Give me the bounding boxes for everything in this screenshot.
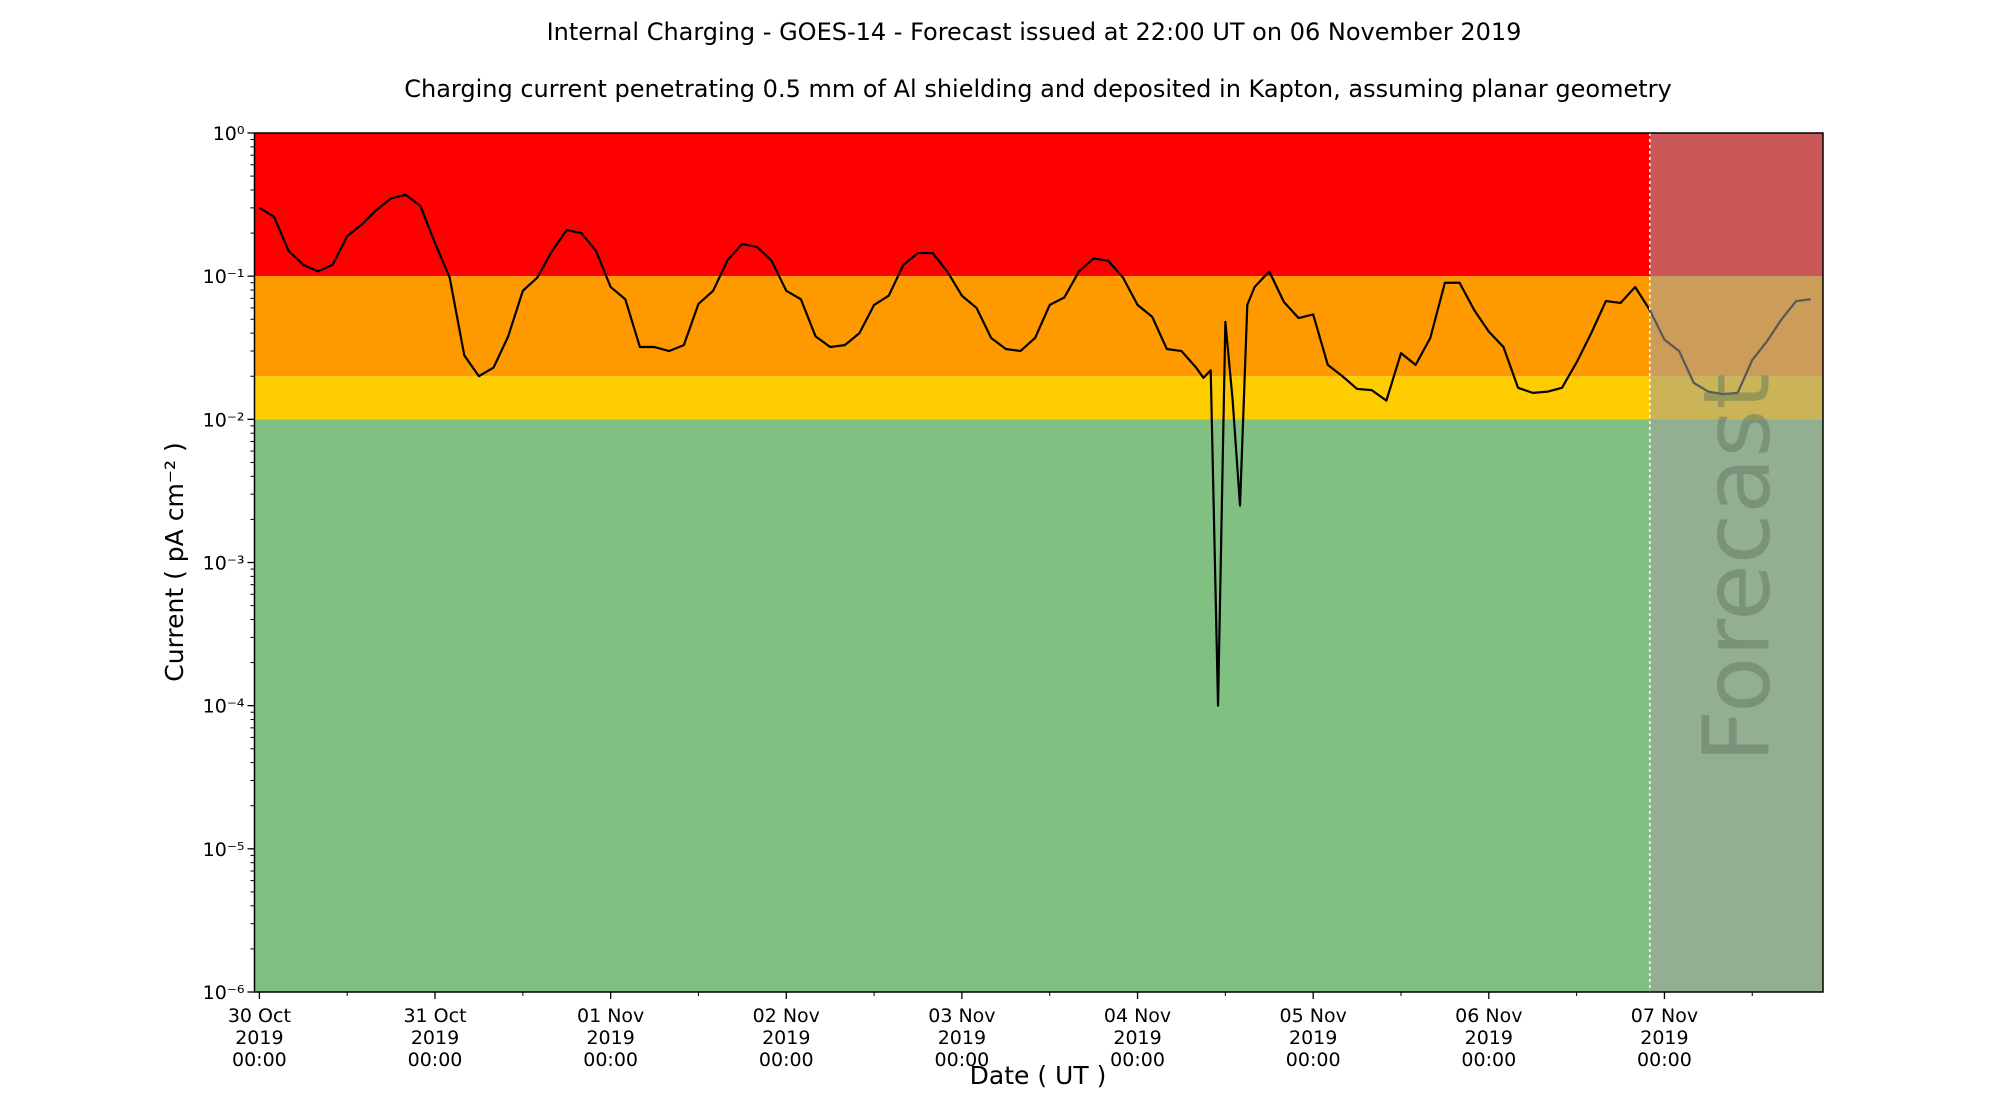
x-tick-label: 2019 <box>1289 1027 1337 1049</box>
chart-subtitle: Charging current penetrating 0.5 mm of A… <box>404 75 1672 103</box>
x-tick-label: 00:00 <box>1637 1049 1692 1071</box>
x-tick-label: 00:00 <box>408 1049 463 1071</box>
x-tick-label: 04 Nov <box>1104 1005 1171 1027</box>
data-line <box>258 193 1811 707</box>
x-tick-label: 2019 <box>938 1027 986 1049</box>
y-tick-label: 10⁻² <box>203 409 245 431</box>
x-tick-label: 00:00 <box>1286 1049 1341 1071</box>
x-tick-label: 07 Nov <box>1631 1005 1698 1027</box>
x-tick-label: 2019 <box>1113 1027 1161 1049</box>
x-tick-label: 00:00 <box>1110 1049 1165 1071</box>
y-tick-label: 10⁻⁵ <box>203 839 245 861</box>
x-tick-label: 00:00 <box>232 1049 287 1071</box>
x-tick-label: 31 Oct <box>403 1005 466 1027</box>
x-tick-label: 02 Nov <box>753 1005 820 1027</box>
y-tick-label: 10⁰ <box>213 123 245 145</box>
x-tick-label: 01 Nov <box>577 1005 644 1027</box>
y-axis-label: Current ( pA cm⁻² ) <box>160 442 189 681</box>
x-axis-label: Date ( UT ) <box>970 1061 1107 1090</box>
x-tick-label: 06 Nov <box>1455 1005 1522 1027</box>
risk-zone <box>254 419 1823 992</box>
x-tick-label: 00:00 <box>935 1049 990 1071</box>
x-tick-label: 30 Oct <box>228 1005 291 1027</box>
y-tick-label: 10⁻⁴ <box>203 696 245 718</box>
x-tick-label: 2019 <box>235 1027 283 1049</box>
x-tick-label: 00:00 <box>583 1049 638 1071</box>
forecast-overlay <box>1649 133 1823 992</box>
x-tick-label: 05 Nov <box>1280 1005 1347 1027</box>
x-tick-label: 2019 <box>586 1027 634 1049</box>
forecast-label: Forecast <box>1683 373 1790 762</box>
chart-title: Internal Charging - GOES-14 - Forecast i… <box>547 18 1522 46</box>
x-tick-label: 2019 <box>411 1027 459 1049</box>
x-tick-label: 2019 <box>1640 1027 1688 1049</box>
x-tick-label: 00:00 <box>759 1049 814 1071</box>
x-tick-label: 03 Nov <box>928 1005 995 1027</box>
y-tick-label: 10⁻⁶ <box>203 982 245 1004</box>
risk-zone <box>254 376 1823 420</box>
x-tick-label: 2019 <box>762 1027 810 1049</box>
risk-zone <box>254 133 1823 277</box>
risk-zone <box>254 276 1823 377</box>
y-tick-label: 10⁻¹ <box>203 266 245 288</box>
x-tick-label: 2019 <box>1465 1027 1513 1049</box>
y-tick-label: 10⁻³ <box>203 553 245 575</box>
x-tick-label: 00:00 <box>1461 1049 1516 1071</box>
